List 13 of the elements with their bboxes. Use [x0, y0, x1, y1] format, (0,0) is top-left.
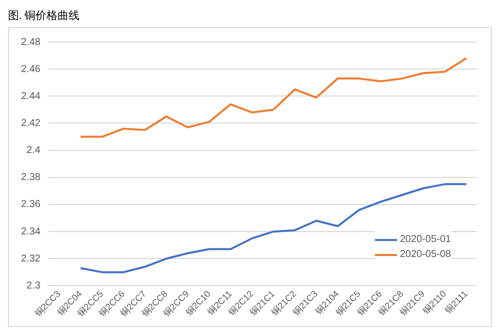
y-tick-label: 2.42: [20, 118, 41, 129]
y-tick-label: 2.34: [20, 226, 41, 238]
y-tick-label: 2.46: [20, 64, 41, 75]
y-tick-label: 2.32: [20, 253, 41, 264]
y-tick-label: 2.36: [20, 199, 41, 210]
chart-title: 图. 铜价格曲线: [8, 9, 80, 23]
y-tick-label: 2.38: [20, 172, 41, 184]
y-tick-label: 2.4: [26, 145, 41, 156]
legend-label: 2020-05-08: [400, 249, 451, 260]
legend-label: 2020-05-01: [400, 234, 451, 245]
y-tick-label: 2.48: [20, 36, 41, 48]
y-tick-label: 2.3: [26, 280, 41, 292]
y-tick-label: 2.44: [20, 90, 41, 102]
